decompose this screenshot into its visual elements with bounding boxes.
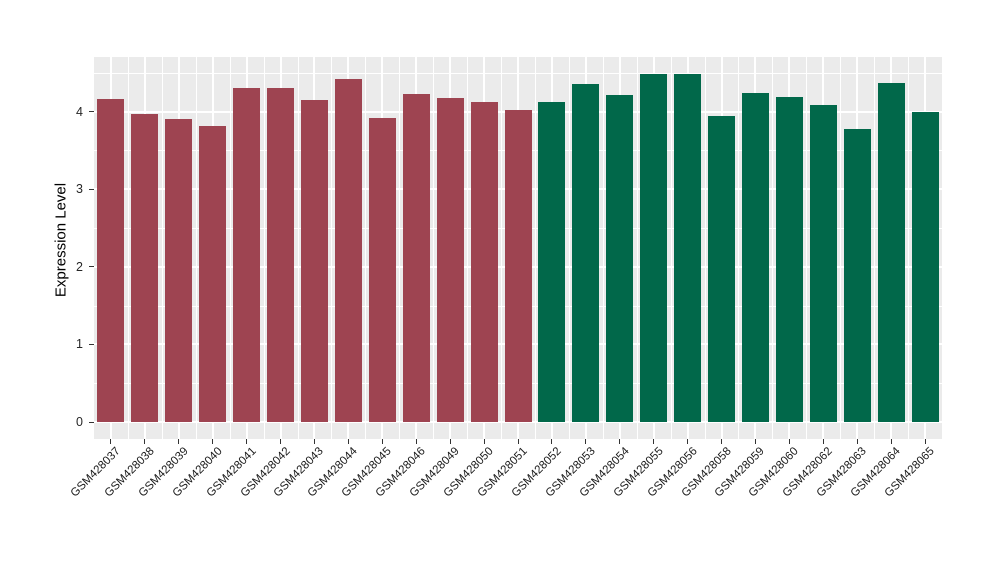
bar-GSM428039	[165, 119, 193, 422]
bar-GSM428063	[843, 128, 871, 422]
bar-GSM428037	[97, 99, 125, 422]
y-axis-tick	[89, 111, 94, 113]
minor-gridline-vertical	[534, 57, 536, 439]
y-tick-label: 1	[76, 337, 83, 352]
x-axis-tick	[721, 439, 723, 444]
bar-GSM428049	[436, 97, 464, 422]
x-axis-tick	[483, 439, 485, 444]
bar-GSM428041	[233, 88, 261, 422]
x-axis-tick	[687, 439, 689, 444]
y-axis-title: Expression Level	[52, 182, 70, 298]
x-axis-tick	[822, 439, 824, 444]
x-axis-tick	[313, 439, 315, 444]
bar-GSM428062	[809, 105, 837, 422]
minor-gridline-vertical	[263, 57, 265, 439]
bar-GSM428056	[674, 73, 702, 422]
minor-gridline-vertical	[636, 57, 638, 439]
minor-gridline-vertical	[297, 57, 299, 439]
bar-GSM428052	[538, 101, 566, 422]
x-axis-tick	[890, 439, 892, 444]
bar-GSM428042	[267, 87, 295, 422]
minor-gridline-vertical	[840, 57, 842, 439]
y-axis-tick	[89, 343, 94, 345]
x-axis-tick	[178, 439, 180, 444]
y-axis-tick	[89, 188, 94, 190]
y-axis-tick	[89, 266, 94, 268]
minor-gridline-vertical	[365, 57, 367, 439]
x-axis-tick	[856, 439, 858, 444]
y-tick-label: 0	[76, 415, 83, 429]
bar-GSM428060	[775, 96, 803, 422]
minor-gridline-vertical	[908, 57, 910, 439]
bar-GSM428040	[199, 125, 227, 422]
x-axis-tick	[653, 439, 655, 444]
x-axis-tick	[110, 439, 112, 444]
minor-gridline-vertical	[161, 57, 163, 439]
bar-GSM428050	[470, 102, 498, 422]
x-axis-tick	[280, 439, 282, 444]
minor-gridline-vertical	[670, 57, 672, 439]
x-axis-tick	[924, 439, 926, 444]
x-axis-tick	[449, 439, 451, 444]
minor-gridline-vertical	[195, 57, 197, 439]
x-axis-tick	[144, 439, 146, 444]
bar-GSM428051	[504, 110, 532, 422]
minor-gridline-vertical	[229, 57, 231, 439]
bar-GSM428058	[708, 116, 736, 422]
minor-gridline-vertical	[772, 57, 774, 439]
bar-GSM428038	[131, 113, 159, 422]
x-axis-tick	[619, 439, 621, 444]
x-axis-tick	[551, 439, 553, 444]
minor-gridline-vertical	[806, 57, 808, 439]
bar-GSM428059	[741, 92, 769, 422]
y-tick-label: 3	[76, 182, 83, 197]
minor-gridline-vertical	[399, 57, 401, 439]
bar-GSM428044	[334, 79, 362, 422]
y-tick-label: 2	[76, 259, 83, 274]
minor-gridline-vertical	[738, 57, 740, 439]
x-axis-tick	[585, 439, 587, 444]
x-axis-tick	[246, 439, 248, 444]
minor-gridline-vertical	[467, 57, 469, 439]
x-axis-tick	[517, 439, 519, 444]
x-axis-tick	[347, 439, 349, 444]
bar-GSM428043	[300, 99, 328, 422]
x-axis-tick	[754, 439, 756, 444]
minor-gridline-vertical	[433, 57, 435, 439]
bar-GSM428064	[877, 82, 905, 422]
x-axis-tick	[415, 439, 417, 444]
minor-gridline-vertical	[127, 57, 129, 439]
minor-gridline-vertical	[874, 57, 876, 439]
minor-gridline-vertical	[501, 57, 503, 439]
x-axis-tick	[788, 439, 790, 444]
y-tick-label: 4	[76, 104, 83, 119]
bar-GSM428046	[402, 93, 430, 422]
minor-gridline-vertical	[704, 57, 706, 439]
bar-GSM428054	[606, 94, 634, 422]
bar-GSM428053	[572, 84, 600, 422]
minor-gridline-vertical	[602, 57, 604, 439]
bar-GSM428055	[640, 73, 668, 422]
bar-GSM428065	[911, 111, 939, 422]
plot-panel	[94, 57, 942, 439]
x-axis-tick	[212, 439, 214, 444]
x-axis-tick	[381, 439, 383, 444]
bar-GSM428045	[368, 117, 396, 422]
minor-gridline-vertical	[568, 57, 570, 439]
y-axis-tick	[89, 421, 94, 423]
minor-gridline-vertical	[331, 57, 333, 439]
